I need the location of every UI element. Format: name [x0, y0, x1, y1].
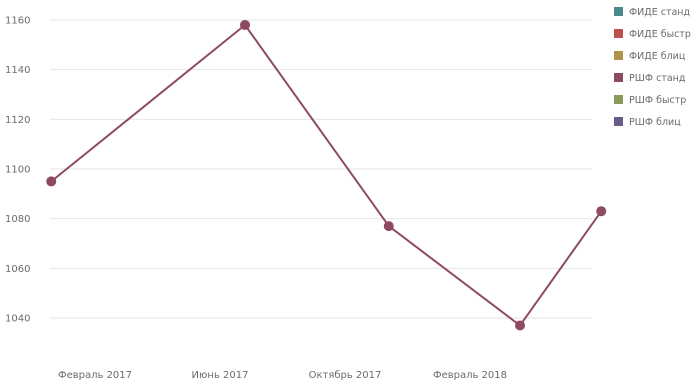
legend-item[interactable]: РШФ станд	[614, 73, 686, 84]
legend-swatch	[614, 51, 623, 60]
legend-label: ФИДЕ станд	[629, 7, 691, 18]
x-tick-label: Февраль 2017	[58, 370, 132, 381]
legend-label: ФИДЕ блиц	[629, 51, 686, 62]
y-axis-ticks: 1040 1060 1080 1100 1120 1140 1160	[5, 16, 30, 325]
legend-item[interactable]: ФИДЕ быстр	[614, 29, 691, 40]
y-tick-label: 1120	[5, 115, 30, 126]
legend-swatch	[614, 73, 623, 82]
legend-swatch	[614, 117, 623, 126]
data-point[interactable]	[46, 176, 57, 187]
legend-item[interactable]: ФИДЕ станд	[614, 7, 691, 18]
x-tick-label: Февраль 2018	[433, 370, 507, 381]
series-points	[46, 19, 607, 331]
data-point[interactable]	[240, 19, 250, 30]
legend-label: РШФ быстр	[629, 95, 686, 106]
y-tick-label: 1040	[5, 314, 30, 325]
legend-swatch	[614, 95, 623, 104]
legend-label: РШФ станд	[629, 73, 686, 84]
x-tick-label: Октябрь 2017	[309, 370, 382, 381]
data-point[interactable]	[383, 221, 394, 232]
x-axis-ticks: Февраль 2017 Июнь 2017 Октябрь 2017 Февраль…	[58, 370, 507, 381]
legend-item[interactable]: РШФ блиц	[614, 117, 681, 128]
data-point[interactable]	[515, 320, 525, 331]
legend-label: ФИДЕ быстр	[629, 29, 691, 40]
y-tick-label: 1160	[5, 16, 30, 27]
y-tick-label: 1100	[5, 165, 30, 176]
legend: ФИДЕ станд ФИДЕ быстр ФИДЕ блиц РШФ станд РШ…	[614, 7, 691, 128]
gridlines	[50, 19, 592, 319]
x-tick-label: Июнь 2017	[192, 370, 249, 381]
data-point[interactable]	[596, 206, 607, 217]
legend-label: РШФ блиц	[629, 117, 681, 128]
legend-item[interactable]: РШФ быстр	[614, 95, 686, 106]
y-tick-label: 1140	[5, 65, 30, 76]
legend-swatch	[614, 7, 623, 16]
legend-swatch	[614, 29, 623, 38]
legend-item[interactable]: ФИДЕ блиц	[614, 51, 686, 62]
y-tick-label: 1060	[5, 264, 30, 275]
y-tick-label: 1080	[5, 214, 30, 225]
